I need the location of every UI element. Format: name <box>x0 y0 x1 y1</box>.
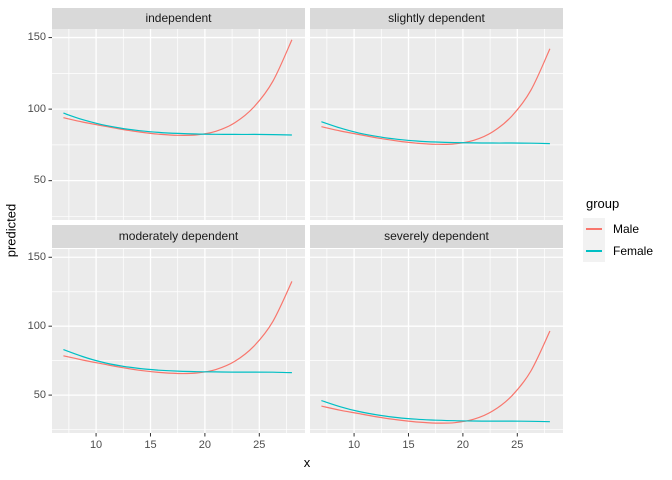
line-female-moderately-dependent <box>63 349 292 374</box>
line-male-independent <box>63 39 293 136</box>
legend-item-male: Male <box>583 218 653 240</box>
legend-item-female: Female <box>583 240 653 262</box>
y-axis-title: predicted <box>3 203 19 258</box>
panel-slightly-dependent <box>310 29 563 220</box>
y-tick-label: 50 <box>33 174 46 187</box>
legend: group Male Female <box>583 196 653 262</box>
line-male-slightly-dependent <box>321 48 551 146</box>
legend-label-female: Female <box>613 244 654 258</box>
facet-strip-severely-dependent: severely dependent <box>310 225 563 248</box>
facet-strip-label: independent <box>145 11 212 25</box>
facet-strip-moderately-dependent: moderately dependent <box>52 225 305 248</box>
x-tick-label: 20 <box>456 439 469 451</box>
facet-strip-independent: independent <box>52 8 305 29</box>
x-tick-label: 15 <box>402 439 415 451</box>
legend-label-male: Male <box>613 222 640 236</box>
x-tick-label: 10 <box>89 439 103 451</box>
legend-title: group <box>586 196 620 211</box>
line-male-severely-dependent <box>321 330 551 424</box>
female-line-icon <box>586 250 602 252</box>
y-tick-label: 100 <box>27 319 46 332</box>
line-female-independent <box>63 112 292 136</box>
line-male-moderately-dependent <box>63 281 293 375</box>
y-tick-label: 150 <box>27 31 46 44</box>
x-tick-label: 25 <box>511 439 524 451</box>
x-axis-title: x <box>303 455 311 470</box>
panel-severely-dependent <box>310 249 563 433</box>
x-tick-label: 20 <box>198 439 211 451</box>
y-tick-label: 150 <box>27 250 46 263</box>
panel-independent <box>52 29 305 220</box>
x-tick-label: 25 <box>253 439 266 451</box>
legend-key-male <box>583 218 605 240</box>
facet-strip-label: slightly dependent <box>388 11 485 25</box>
facet-strip-label: severely dependent <box>384 229 489 243</box>
x-tick-label: 15 <box>144 439 157 451</box>
x-tick-label: 10 <box>347 439 361 451</box>
line-female-slightly-dependent <box>321 121 550 145</box>
y-tick-label: 50 <box>33 388 46 401</box>
facet-strip-label: moderately dependent <box>118 229 239 243</box>
male-line-icon <box>586 228 602 230</box>
panel-moderately-dependent <box>52 249 305 433</box>
legend-key-female <box>583 240 605 262</box>
line-female-severely-dependent <box>321 400 550 423</box>
y-tick-label: 100 <box>27 102 46 115</box>
facet-strip-slightly-dependent: slightly dependent <box>310 8 563 29</box>
